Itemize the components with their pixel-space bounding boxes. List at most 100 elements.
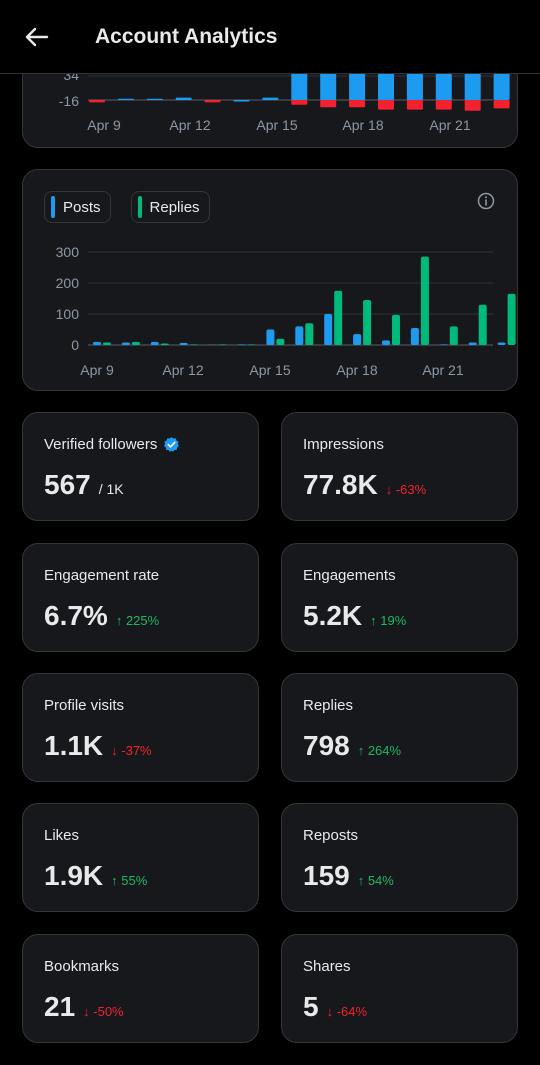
metric-card-profile-visits[interactable]: Profile visits 1.1K ↓ -37% bbox=[22, 673, 259, 782]
metric-card-likes[interactable]: Likes 1.9K ↑ 55% bbox=[22, 803, 259, 912]
metric-label: Shares bbox=[303, 958, 351, 975]
legend-replies-label: Replies bbox=[149, 198, 200, 216]
posts-bar bbox=[179, 342, 188, 345]
posts-bar bbox=[324, 314, 333, 345]
metric-value: 21 bbox=[44, 991, 76, 1022]
replies-swatch bbox=[137, 196, 142, 218]
metric-label: Engagement rate bbox=[44, 567, 160, 584]
series-a-bar bbox=[262, 97, 279, 100]
series-b-bar bbox=[493, 100, 510, 109]
metric-change: ↓ -63% bbox=[385, 482, 427, 497]
x-tick-label: Apr 18 bbox=[336, 362, 377, 378]
metric-value: 77.8K bbox=[303, 469, 378, 500]
posts-bar bbox=[237, 344, 246, 345]
series-b-bar bbox=[435, 100, 452, 110]
metric-value: 567 bbox=[44, 469, 91, 500]
x-tick-label: Apr 21 bbox=[429, 117, 470, 133]
metric-value: 798 bbox=[303, 730, 350, 761]
posts-bar bbox=[497, 342, 506, 345]
info-icon[interactable] bbox=[477, 192, 495, 210]
top-app-bar: Account Analytics bbox=[0, 0, 540, 74]
metric-card-reposts[interactable]: Reposts 159 ↑ 54% bbox=[281, 803, 518, 912]
metric-value: 159 bbox=[303, 860, 350, 891]
posts-bar bbox=[266, 329, 275, 345]
metric-label: Bookmarks bbox=[44, 958, 120, 975]
metric-change: ↑ 264% bbox=[357, 743, 402, 758]
replies-bar bbox=[305, 323, 314, 345]
posts-bar bbox=[410, 327, 419, 345]
arrow-left-icon bbox=[25, 27, 49, 47]
posts-bar bbox=[150, 341, 159, 345]
x-tick-label: Apr 21 bbox=[422, 362, 463, 378]
metric-change: ↑ 55% bbox=[111, 873, 148, 888]
page-title: Account Analytics bbox=[95, 25, 278, 48]
y-tick-label: 300 bbox=[56, 244, 80, 260]
y-tick-label: 200 bbox=[56, 275, 80, 291]
series-b-bar bbox=[406, 100, 423, 110]
replies-bar bbox=[160, 343, 169, 345]
metric-value: 1.9K bbox=[44, 860, 104, 891]
posts-replies-chart: 300 200 100 0 Apr 9 Apr 12 Apr 15 Apr 18 Ap… bbox=[56, 244, 516, 378]
metric-card-verified-followers[interactable]: Verified followers 567 / 1K bbox=[22, 412, 259, 521]
x-tick-label: Apr 18 bbox=[342, 117, 383, 133]
posts-bar bbox=[295, 326, 304, 345]
replies-bar bbox=[131, 341, 140, 345]
replies-bar bbox=[247, 344, 256, 345]
posts-bar bbox=[439, 344, 448, 345]
series-a-bar bbox=[117, 98, 134, 100]
metric-card-bookmarks[interactable]: Bookmarks 21 ↓ -50% bbox=[22, 934, 259, 1043]
metric-card-engagements[interactable]: Engagements 5.2K ↑ 19% bbox=[281, 543, 518, 652]
x-tick-label: Apr 15 bbox=[256, 117, 297, 133]
series-a-bar bbox=[89, 100, 105, 103]
replies-bar bbox=[276, 338, 285, 345]
y-tick-label: -16 bbox=[59, 93, 79, 109]
series-a-bar bbox=[233, 100, 250, 102]
metric-value: 5 bbox=[303, 991, 319, 1022]
series-b-bar bbox=[464, 100, 481, 111]
series-a-bar bbox=[204, 100, 221, 103]
metric-card-engagement-rate[interactable]: Engagement rate 6.7% ↑ 225% bbox=[22, 543, 259, 652]
posts-bar bbox=[468, 342, 477, 345]
metric-card-shares[interactable]: Shares 5 ↓ -64% bbox=[281, 934, 518, 1043]
metric-change: ↓ -37% bbox=[111, 743, 152, 758]
metric-card-impressions[interactable]: Impressions 77.8K ↓ -63% bbox=[281, 412, 518, 521]
x-tick-label: Apr 15 bbox=[249, 362, 290, 378]
series-b-bar bbox=[378, 100, 394, 110]
legend-replies-toggle[interactable]: Replies bbox=[130, 191, 210, 223]
metric-change: ↓ -50% bbox=[83, 1004, 124, 1019]
series-b-bar bbox=[320, 100, 337, 108]
replies-bar bbox=[420, 256, 429, 345]
metric-card-replies[interactable]: Replies 798 ↑ 264% bbox=[281, 673, 518, 782]
series-a-bar bbox=[146, 98, 163, 100]
x-tick-label: Apr 12 bbox=[162, 362, 203, 378]
posts-replies-chart-card: Posts Replies 300 200 100 0 Apr 9 Apr 12 Ap… bbox=[22, 169, 518, 391]
replies-bar bbox=[103, 342, 111, 345]
x-tick-label: Apr 12 bbox=[169, 117, 210, 133]
y-tick-label: 0 bbox=[71, 337, 79, 353]
posts-bar bbox=[382, 340, 390, 345]
metric-change: ↑ 19% bbox=[370, 613, 407, 628]
replies-bar bbox=[392, 314, 400, 345]
posts-bar bbox=[93, 341, 101, 345]
metric-value: 1.1K bbox=[44, 730, 104, 761]
back-button[interactable] bbox=[20, 22, 54, 52]
metric-goal: / 1K bbox=[98, 481, 124, 497]
legend-posts-label: Posts bbox=[63, 198, 101, 216]
series-b-bar bbox=[349, 100, 366, 108]
metric-label: Engagements bbox=[303, 567, 396, 584]
posts-bar bbox=[121, 342, 130, 345]
legend-posts-toggle[interactable]: Posts bbox=[44, 191, 111, 223]
chart-legend: Posts Replies bbox=[44, 191, 210, 223]
metric-value: 6.7% bbox=[44, 600, 108, 631]
replies-bar bbox=[218, 344, 227, 345]
replies-bar bbox=[507, 293, 516, 345]
series-b-bar bbox=[291, 100, 308, 105]
x-tick-label: Apr 9 bbox=[87, 117, 121, 133]
replies-bar bbox=[478, 304, 487, 345]
replies-bar bbox=[334, 290, 343, 345]
replies-bar bbox=[363, 300, 372, 345]
metric-label: Profile visits bbox=[44, 697, 125, 714]
metric-label: Reposts bbox=[303, 827, 359, 844]
metric-value: 5.2K bbox=[303, 600, 363, 631]
metric-label: Verified followers bbox=[44, 436, 158, 453]
